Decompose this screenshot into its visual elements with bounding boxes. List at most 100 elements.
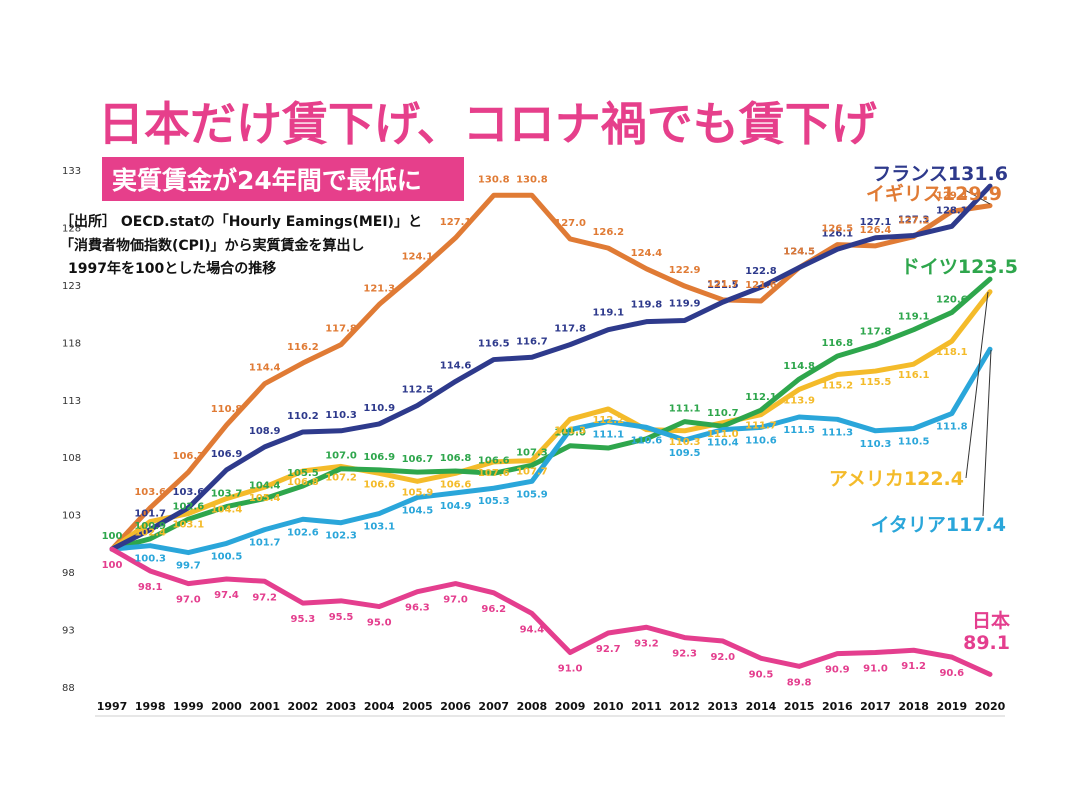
data-label: 112.2 (592, 415, 624, 426)
data-label: 90.9 (825, 665, 850, 676)
data-label: 95.0 (367, 618, 392, 629)
data-label: 106.6 (440, 479, 472, 490)
data-label: 114.8 (783, 361, 815, 372)
leader-line (982, 349, 992, 517)
data-label: 110.3 (325, 410, 357, 421)
data-label: 117.8 (860, 327, 892, 338)
data-label: 89.8 (787, 677, 812, 688)
x-tick-label: 2018 (898, 700, 929, 713)
data-label: 129.4 (936, 190, 968, 201)
data-label: 126.2 (592, 227, 624, 238)
data-label: 122.8 (745, 266, 777, 277)
x-tick-label: 2007 (478, 700, 509, 713)
series-lines (109, 183, 993, 677)
data-label: 92.7 (596, 644, 621, 655)
x-tick-label: 2001 (249, 700, 280, 713)
data-label: 103.6 (134, 487, 166, 498)
data-label: 96.2 (481, 604, 506, 615)
data-label: 100.5 (211, 551, 243, 562)
x-tick-label: 2015 (784, 700, 815, 713)
data-label: 130.8 (516, 174, 548, 185)
data-label: 116.7 (516, 336, 548, 347)
x-tick-label: 2010 (593, 700, 624, 713)
data-label: 105.3 (478, 496, 510, 507)
data-label: 106.8 (440, 453, 472, 464)
x-tick-label: 2003 (326, 700, 357, 713)
x-tick-label: 2000 (211, 700, 242, 713)
data-label: 110.8 (211, 404, 243, 415)
data-label: 117.8 (554, 324, 586, 335)
data-label: 114.6 (440, 360, 472, 371)
x-tick-label: 2020 (975, 700, 1006, 713)
data-label: 107.0 (325, 451, 357, 462)
data-label: 124.5 (783, 247, 815, 258)
data-label: 119.1 (592, 308, 624, 319)
data-label: 97.0 (443, 595, 468, 606)
data-label: 107.7 (516, 467, 548, 478)
data-label: 109.5 (669, 448, 701, 459)
data-label: 124.4 (631, 248, 663, 259)
y-tick-label: 108 (62, 453, 81, 464)
data-labels: 101.7 103.6 106.9 108.9 110.2 110.3 110.9 112.5… (102, 174, 968, 688)
data-label: 106.9 (363, 452, 395, 463)
x-tick-label: 2011 (631, 700, 662, 713)
source-line: ［出所］ OECD.statの「Hourly Eamings(MEI)」と (60, 213, 422, 230)
series-line-5 (109, 546, 993, 677)
x-tick-label: 2002 (288, 700, 319, 713)
data-label: 127.3 (898, 214, 930, 225)
data-label: 103.1 (363, 522, 395, 533)
data-label: 100 (102, 560, 123, 571)
data-label: 116.8 (821, 338, 853, 349)
data-label: 102.6 (287, 527, 319, 538)
data-label: 111.3 (821, 427, 853, 438)
data-label: 99.7 (176, 561, 201, 572)
data-label: 111.8 (936, 422, 968, 433)
data-label: 119.8 (631, 300, 663, 311)
data-label: 121.6 (745, 280, 777, 291)
series-end-label: イタリア117.4 (871, 514, 1006, 536)
data-label: 100.9 (134, 521, 166, 532)
data-label: 111.3 (554, 425, 586, 436)
data-label: 128.1 (936, 205, 968, 216)
data-label: 127.2 (898, 216, 930, 227)
data-label: 119.9 (669, 299, 701, 310)
data-label: 107.6 (478, 468, 510, 479)
data-label: 102.6 (173, 501, 205, 512)
data-label: 114.4 (249, 363, 281, 374)
data-label: 111.1 (592, 430, 624, 441)
data-label: 90.5 (749, 669, 774, 680)
data-label: 106.7 (173, 451, 205, 462)
x-tick-label: 1998 (135, 700, 166, 713)
x-axis: 1997 1998 1999 2000 2001 2002 2003 2004 2005 2006… (95, 700, 1006, 717)
data-label: 127.1 (860, 217, 892, 228)
data-label: 104.4 (249, 481, 281, 492)
data-label: 95.5 (329, 612, 354, 623)
y-tick-label: 118 (62, 338, 81, 349)
data-label: 104.5 (402, 505, 434, 516)
series-line-0 (109, 183, 993, 552)
y-tick-label: 103 (62, 511, 81, 522)
data-label: 101.7 (134, 509, 166, 520)
series-line-3 (109, 289, 993, 552)
data-label: 121.3 (363, 283, 395, 294)
data-label: 110.5 (898, 437, 930, 448)
data-label: 117.8 (325, 324, 357, 335)
x-tick-label: 2006 (440, 700, 471, 713)
x-tick-label: 2013 (707, 700, 738, 713)
data-label: 127.0 (554, 218, 586, 229)
data-label: 112.1 (745, 392, 777, 403)
leader-line (964, 189, 991, 205)
data-label: 116.1 (898, 370, 930, 381)
data-label: 102.4 (134, 528, 166, 539)
data-label: 110.6 (631, 435, 663, 446)
data-label: 106.6 (478, 455, 510, 466)
data-label: 110.4 (707, 438, 739, 449)
data-label: 115.2 (821, 381, 853, 392)
data-label: 100.3 (134, 554, 166, 565)
x-tick-label: 2016 (822, 700, 853, 713)
x-tick-label: 2012 (669, 700, 700, 713)
subtitle-box (102, 157, 464, 201)
x-tick-label: 2017 (860, 700, 891, 713)
